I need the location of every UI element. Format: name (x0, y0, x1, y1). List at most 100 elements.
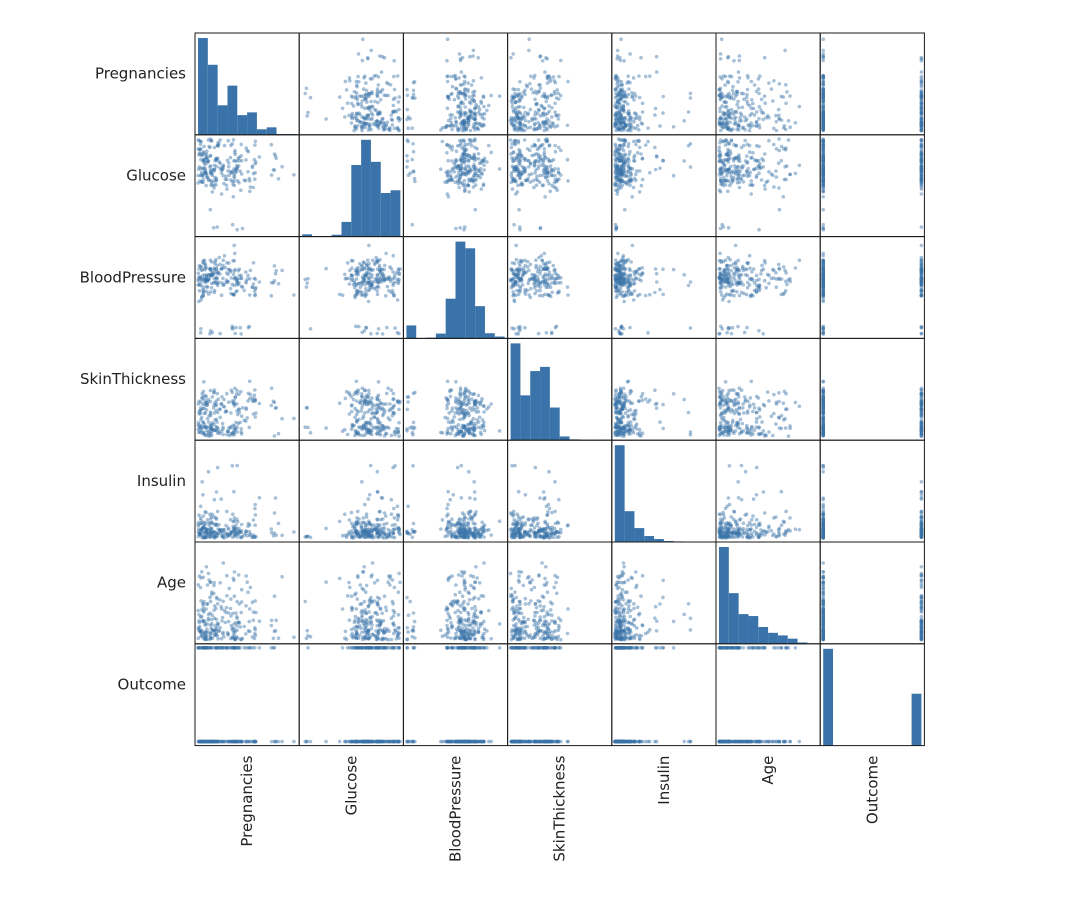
scatter-point (616, 126, 621, 131)
scatter-point (375, 278, 380, 283)
scatter-point (719, 324, 723, 329)
scatter-point (613, 124, 617, 129)
scatter-point (547, 124, 552, 128)
scatter-point (617, 92, 621, 96)
scatter-point (511, 290, 515, 294)
scatter-point (540, 94, 545, 98)
scatter-point (234, 167, 239, 171)
scatter-point (463, 126, 468, 131)
scatter-point (554, 96, 559, 100)
scatter-point (653, 290, 657, 295)
scatter-point (543, 70, 547, 74)
scatter-point (781, 95, 786, 99)
scatter-point (525, 84, 530, 89)
scatter-point (654, 271, 659, 276)
scatter-point (472, 407, 477, 412)
scatter-point (397, 401, 402, 405)
scatter-point (367, 124, 372, 128)
scatter-point (356, 118, 360, 123)
scatter-point (737, 58, 742, 63)
scatter-point (718, 57, 723, 61)
scatter-point (556, 281, 561, 285)
scatter-point (516, 332, 521, 336)
scatter-point (643, 74, 648, 79)
scatter-point (462, 79, 467, 84)
scatter-point (548, 189, 552, 194)
scatter-point (467, 116, 471, 121)
scatter-point (541, 266, 546, 271)
scatter-point (393, 109, 398, 113)
scatter-point (458, 58, 463, 63)
scatter-point (784, 146, 788, 150)
scatter-point (482, 117, 486, 121)
scatter-point (518, 324, 522, 329)
scatter-point (559, 93, 563, 98)
scatter-point (349, 94, 354, 98)
scatter-point (460, 120, 464, 124)
scatter-point (461, 120, 465, 124)
scatter-point (462, 91, 466, 96)
scatter-point (366, 106, 371, 111)
scatter-point (458, 102, 463, 106)
scatter-point (215, 391, 220, 396)
scatter-point (246, 391, 251, 396)
scatter-point (723, 168, 728, 172)
scatter-point (728, 273, 732, 277)
scatter-point (391, 397, 395, 402)
scatter-point (372, 286, 377, 291)
scatter-point (658, 420, 662, 424)
scatter-point (919, 59, 924, 63)
scatter-point (627, 288, 631, 293)
scatter-point (197, 167, 201, 171)
scatter-point (382, 122, 386, 126)
scatter-point (376, 425, 381, 429)
scatter-point (613, 168, 618, 172)
scatter-point (661, 158, 665, 163)
scatter-point (215, 157, 219, 161)
scatter-point (244, 419, 248, 423)
scatter-point (626, 74, 630, 78)
scatter-point (392, 126, 397, 131)
scatter-point (381, 413, 385, 418)
scatter-point (366, 117, 370, 121)
scatter-point (543, 112, 548, 117)
scatter-point (448, 113, 453, 117)
scatter-point (658, 287, 662, 292)
scatter-point (230, 282, 234, 287)
hist-bar-pregnancies-5 (247, 112, 257, 135)
scatter-point (730, 88, 735, 93)
scatter-point (542, 147, 547, 151)
scatter-point (518, 157, 522, 162)
scatter-point (821, 159, 825, 163)
scatter-point (541, 275, 545, 279)
scatter-point (628, 122, 633, 126)
scatter-point (219, 167, 223, 172)
scatter-point (759, 178, 764, 182)
scatter-point (367, 392, 371, 396)
scatter-point (552, 185, 556, 189)
scatter-point (369, 99, 373, 104)
scatter-point (473, 117, 477, 121)
scatter-point (440, 139, 445, 144)
scatter-point (448, 145, 453, 150)
hist-bar-skinthickness-0 (510, 343, 521, 441)
scatter-point (618, 395, 622, 399)
scatter-point (655, 280, 659, 284)
scatter-point (354, 399, 359, 403)
scatter-point (233, 395, 237, 399)
scatter-point (479, 432, 484, 437)
scatter-point (353, 125, 358, 129)
scatter-point (777, 82, 782, 86)
scatter-point (527, 37, 531, 41)
scatter-point (459, 109, 463, 113)
scatter-point (476, 152, 481, 156)
scatter-point (637, 169, 642, 173)
scatter-point (688, 96, 693, 100)
scatter-point (521, 271, 526, 275)
scatter-point (388, 83, 393, 87)
scatter-point (538, 123, 542, 127)
scatter-point (239, 432, 244, 436)
scatter-point (357, 94, 362, 98)
scatter-point (621, 258, 626, 263)
scatter-point (686, 144, 691, 148)
